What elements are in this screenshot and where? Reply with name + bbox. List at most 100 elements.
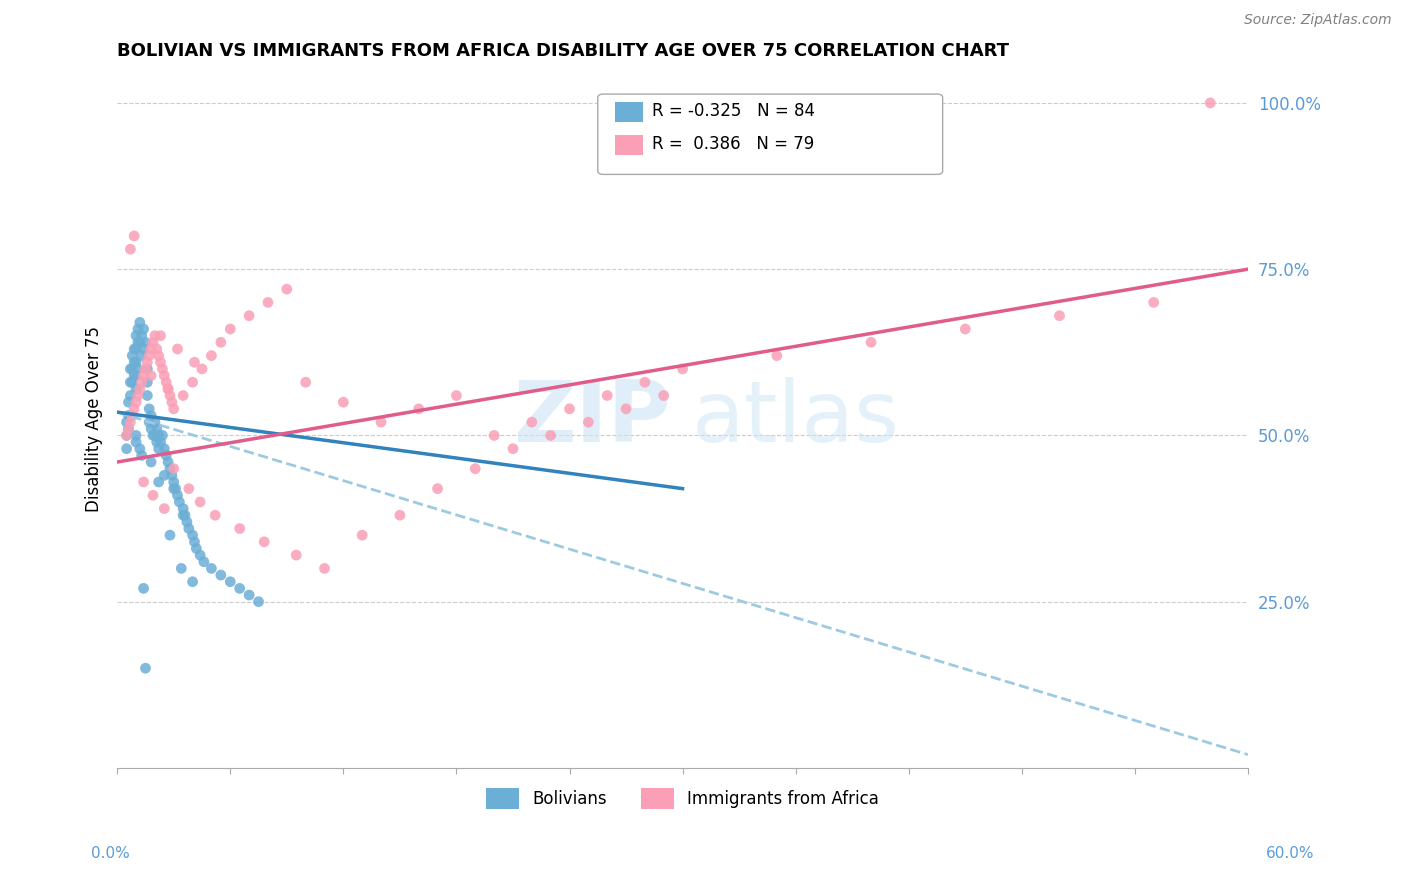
Point	[121, 349, 143, 363]
Point	[142, 335, 165, 350]
FancyBboxPatch shape	[614, 103, 643, 122]
Point	[160, 395, 183, 409]
Point	[125, 328, 148, 343]
Point	[121, 409, 143, 423]
Point	[155, 449, 177, 463]
Point	[125, 342, 148, 356]
Point	[121, 362, 143, 376]
Point	[166, 488, 188, 502]
Point	[120, 375, 142, 389]
Point	[127, 362, 149, 376]
Point	[145, 342, 167, 356]
Point	[172, 501, 194, 516]
Point	[219, 574, 242, 589]
Point	[482, 428, 505, 442]
Point	[125, 368, 148, 383]
Point	[127, 388, 149, 402]
Point	[177, 482, 200, 496]
Point	[204, 508, 226, 523]
Point	[446, 388, 468, 402]
Point	[117, 422, 139, 436]
Point	[370, 415, 392, 429]
Point	[276, 282, 298, 296]
Point	[120, 362, 142, 376]
Point	[576, 415, 599, 429]
Text: 60.0%: 60.0%	[1267, 846, 1315, 861]
Text: 0.0%: 0.0%	[91, 846, 131, 861]
Point	[163, 482, 186, 496]
Point	[170, 561, 193, 575]
Point	[120, 242, 142, 256]
Point	[228, 582, 250, 596]
Point	[143, 328, 166, 343]
Point	[148, 475, 170, 489]
Point	[152, 362, 174, 376]
Point	[152, 428, 174, 442]
Point	[121, 375, 143, 389]
Point	[153, 501, 176, 516]
Point	[131, 449, 153, 463]
Point	[115, 415, 138, 429]
Point	[115, 428, 138, 442]
Point	[115, 428, 138, 442]
Point	[122, 228, 145, 243]
Point	[1143, 295, 1166, 310]
Point	[157, 382, 180, 396]
Point	[128, 335, 150, 350]
Point	[294, 375, 316, 389]
Point	[520, 415, 543, 429]
Point	[128, 442, 150, 456]
Point	[125, 428, 148, 442]
Point	[132, 475, 155, 489]
Point	[188, 548, 211, 562]
Point	[136, 375, 159, 389]
Point	[596, 388, 619, 402]
Point	[1049, 309, 1071, 323]
Point	[193, 555, 215, 569]
Point	[228, 522, 250, 536]
Point	[155, 375, 177, 389]
Text: R = -0.325   N = 84: R = -0.325 N = 84	[652, 102, 815, 120]
Text: R =  0.386   N = 79: R = 0.386 N = 79	[652, 135, 814, 153]
Point	[1199, 95, 1222, 110]
Point	[169, 495, 191, 509]
Point	[117, 395, 139, 409]
Point	[181, 528, 204, 542]
Point	[139, 409, 162, 423]
Point	[183, 355, 205, 369]
Point	[117, 422, 139, 436]
Point	[955, 322, 977, 336]
Point	[153, 368, 176, 383]
Point	[157, 382, 180, 396]
Point	[181, 375, 204, 389]
Point	[163, 475, 186, 489]
Point	[153, 442, 176, 456]
Point	[388, 508, 411, 523]
Point	[181, 574, 204, 589]
Point	[132, 368, 155, 383]
Point	[408, 401, 430, 416]
Legend: Bolivians, Immigrants from Africa: Bolivians, Immigrants from Africa	[479, 781, 886, 815]
Point	[860, 335, 883, 350]
Point	[209, 568, 232, 582]
Point	[132, 342, 155, 356]
Point	[253, 534, 276, 549]
Point	[163, 461, 186, 475]
Point	[145, 435, 167, 450]
Point	[558, 401, 581, 416]
Point	[134, 335, 156, 350]
Point	[145, 422, 167, 436]
Point	[426, 482, 449, 496]
Point	[257, 295, 280, 310]
Point	[247, 595, 270, 609]
Point	[166, 342, 188, 356]
Point	[332, 395, 354, 409]
Point	[117, 409, 139, 423]
Point	[127, 322, 149, 336]
Point	[157, 455, 180, 469]
Point	[125, 395, 148, 409]
Text: atlas: atlas	[692, 377, 900, 460]
Point	[183, 534, 205, 549]
Point	[148, 442, 170, 456]
FancyBboxPatch shape	[598, 94, 942, 175]
